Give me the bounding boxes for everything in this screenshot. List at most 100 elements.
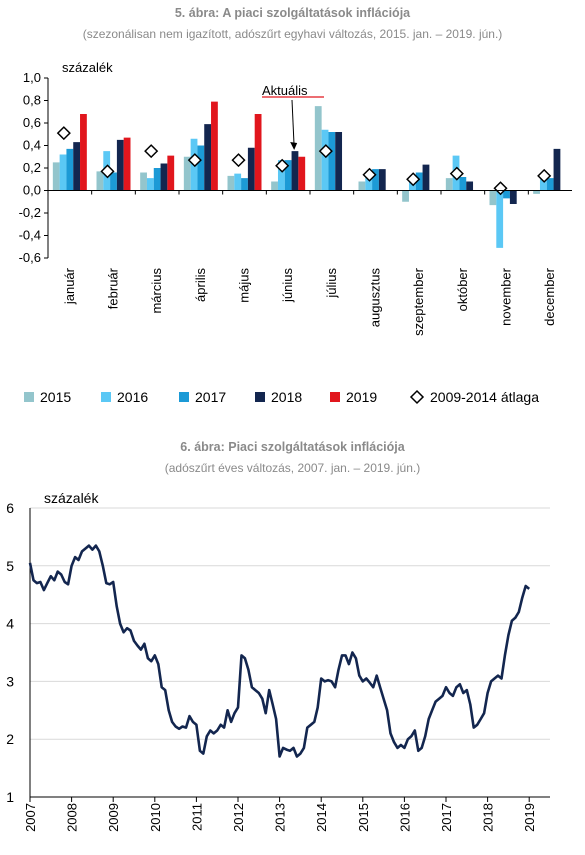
bar [167, 155, 175, 191]
series-line [28, 544, 531, 758]
bar [234, 173, 242, 191]
bar [52, 162, 60, 191]
x-tick-label: 2015 [356, 803, 371, 832]
x-tick-label: július [324, 268, 339, 299]
x-tick-label: augusztus [368, 268, 383, 328]
bar [59, 154, 67, 191]
average-marker [537, 168, 552, 183]
bar [321, 129, 329, 191]
average-marker [231, 153, 246, 168]
bar [314, 106, 322, 191]
x-tick-label: március [149, 268, 164, 314]
y-axis-label: százalék [62, 60, 113, 75]
legend-swatch [101, 392, 111, 402]
bar [365, 177, 373, 191]
x-tick-label: 2013 [273, 803, 288, 832]
bar [445, 178, 453, 191]
x-tick-label: 2008 [65, 803, 80, 832]
average-marker [449, 166, 464, 181]
annotation-arrowhead [290, 142, 298, 150]
bar [378, 169, 386, 191]
bar [298, 156, 306, 191]
bar [153, 168, 161, 191]
bar [110, 172, 117, 191]
x-tick-label: április [193, 268, 208, 302]
y-tick-label: 0,8 [23, 93, 41, 108]
y-tick-label: 0,2 [23, 160, 41, 175]
bar [533, 190, 540, 194]
y-tick-label: 4 [6, 616, 14, 632]
x-tick-label: június [280, 268, 295, 303]
y-tick-label: -0,6 [19, 250, 41, 265]
x-tick-label: 2009 [106, 803, 121, 832]
x-tick-label: 2016 [397, 803, 412, 832]
legend-swatch [24, 392, 34, 402]
average-marker [318, 144, 333, 159]
bar [459, 177, 467, 191]
annotation-arrow [291, 99, 295, 148]
y-axis-label: százalék [44, 490, 99, 506]
bar [489, 190, 497, 206]
bar [197, 145, 205, 191]
legend-swatch [179, 392, 189, 402]
legend-swatch [255, 392, 265, 402]
x-tick-label: február [106, 267, 121, 309]
bar [358, 181, 366, 191]
legend-label: 2019 [346, 389, 377, 405]
bar [291, 151, 299, 191]
x-tick-label: 2012 [231, 803, 246, 832]
bar [372, 169, 379, 191]
y-tick-label: 1,0 [23, 70, 41, 85]
bar [277, 160, 285, 191]
y-tick-label: 5 [6, 558, 14, 574]
x-tick-label: október [455, 267, 470, 311]
average-marker [362, 167, 377, 182]
x-tick-label: december [542, 267, 557, 325]
chart1-subtitle: (szezonálisan nem igazított, adószűrt eg… [82, 27, 503, 41]
y-tick-label: 0,4 [23, 138, 41, 153]
bar [402, 190, 409, 202]
bar [241, 178, 248, 191]
bar [247, 147, 255, 191]
legend-label: 2018 [271, 389, 302, 405]
chart2-subtitle: (adószűrt éves változás, 2007. jan. – 20… [164, 461, 421, 475]
legend-label: 2016 [117, 389, 148, 405]
bar [80, 114, 87, 191]
bar [284, 160, 292, 191]
y-tick-label: 0,6 [23, 115, 41, 130]
bar [422, 164, 430, 191]
y-tick-label: 6 [6, 500, 14, 516]
bar [539, 179, 547, 191]
x-tick-label: május [237, 268, 252, 303]
x-tick-label: 2011 [189, 803, 204, 831]
average-marker [56, 126, 71, 141]
y-tick-label: 0,0 [23, 183, 41, 198]
x-tick-label: 2017 [439, 803, 454, 832]
bar-chart: 1,0 0,8 0,6 0,4 0,2 0,0 -0,2 -0,4 -0,6 százalék ja… [19, 60, 572, 405]
bar [496, 190, 504, 248]
y-tick-label: -0,4 [19, 228, 41, 243]
bar [546, 178, 554, 191]
average-marker [493, 181, 508, 196]
x-tick-label: 2010 [148, 803, 163, 832]
bar [415, 172, 423, 191]
bar [96, 171, 104, 191]
x-tick-label: 2018 [481, 803, 496, 832]
bar [271, 181, 278, 191]
annotation-label: Aktuális [262, 83, 308, 98]
x-tick-label: november [499, 267, 514, 325]
x-tick-label: szeptember [411, 267, 426, 336]
bar [140, 172, 147, 191]
legend-swatch [330, 392, 340, 402]
bar [466, 181, 474, 191]
bar [66, 148, 74, 191]
bar [503, 190, 510, 199]
bar [227, 175, 235, 191]
bar [335, 132, 343, 191]
y-tick-label: -0,2 [19, 205, 41, 220]
x-tick-label: 2007 [23, 803, 38, 832]
bar [146, 178, 154, 191]
chart1-title: 5. ábra: A piaci szolgáltatások infláció… [174, 6, 411, 20]
y-tick-label: 2 [6, 731, 14, 747]
legend-label: 2009-2014 átlaga [430, 389, 539, 405]
